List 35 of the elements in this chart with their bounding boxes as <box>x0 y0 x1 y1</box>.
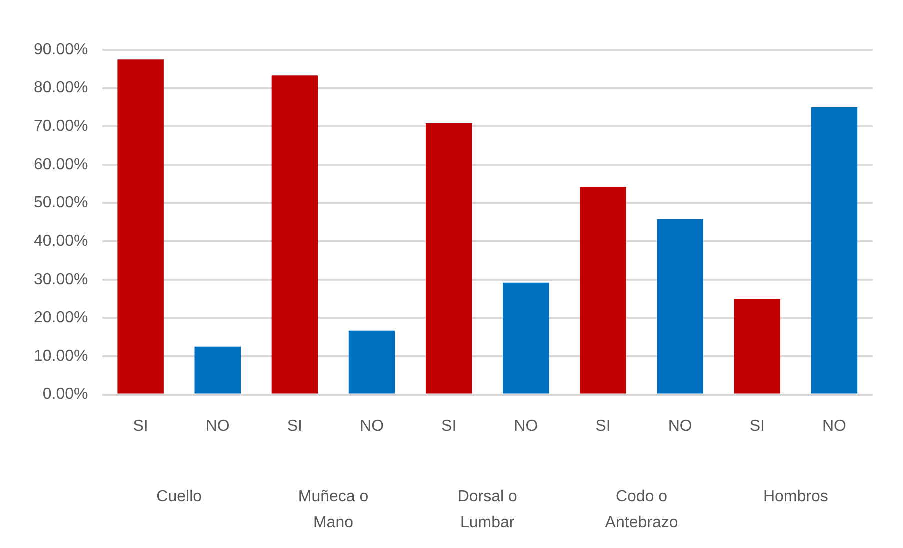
y-tick-label: 10.00% <box>34 348 88 365</box>
text: Hombros <box>763 488 828 506</box>
y-tick-label: 80.00% <box>34 80 88 97</box>
bar <box>811 107 858 394</box>
x-tick-label: NO <box>514 418 538 435</box>
x-tick-label: NO <box>668 418 692 435</box>
x-tick-label: NO <box>360 418 384 435</box>
bar <box>734 299 781 394</box>
text: Dorsal o Lumbar <box>458 488 518 532</box>
x-tick-label: SI <box>287 418 303 435</box>
bar <box>194 346 241 394</box>
y-tick-label: 70.00% <box>34 118 88 136</box>
y-tick-label: 40.00% <box>34 232 88 250</box>
y-tick-label: 0.00% <box>42 386 88 404</box>
bar <box>348 330 396 394</box>
y-tick-label: 50.00% <box>34 194 88 212</box>
y-tick-label: 20.00% <box>34 310 88 327</box>
x-tick-label: SI <box>442 418 457 435</box>
y-tick-label: 60.00% <box>34 156 88 174</box>
x-tick-label: SI <box>596 418 611 435</box>
text: Codo o Antebrazo <box>605 488 678 532</box>
x-tick-label: NO <box>206 418 230 435</box>
x-tick-label: SI <box>750 418 765 435</box>
text: Cuello <box>156 488 202 506</box>
text: Muñeca o Mano <box>298 488 369 532</box>
y-tick-label: 90.00% <box>34 41 88 58</box>
bar <box>580 187 626 394</box>
bar <box>118 60 164 394</box>
bar <box>503 282 550 394</box>
bar <box>426 124 472 394</box>
x-tick-label: SI <box>133 418 148 435</box>
x-tick-label: NO <box>822 418 846 435</box>
bar <box>272 76 318 394</box>
bar <box>657 219 704 394</box>
y-tick-label: 30.00% <box>34 271 88 288</box>
